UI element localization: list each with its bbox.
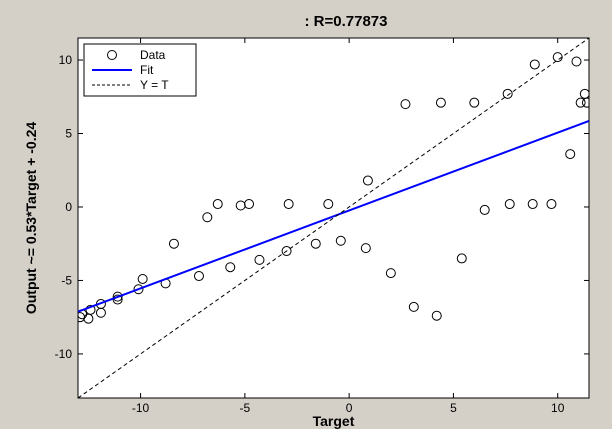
data-point: [193, 271, 204, 282]
y-tick-label: -10: [55, 347, 73, 361]
data-point: [202, 212, 213, 223]
plot-content: [78, 38, 589, 398]
data-point: [479, 204, 490, 215]
data-point: [552, 52, 563, 63]
data-point: [254, 254, 265, 265]
data-point: [400, 99, 411, 110]
x-axis-label: Target: [313, 413, 355, 429]
data-point: [565, 149, 576, 160]
data-point: [112, 291, 123, 302]
data-point: [335, 235, 346, 246]
chart-title: : R=0.77873: [305, 13, 388, 30]
data-point: [527, 199, 538, 210]
data-point: [281, 246, 292, 257]
legend-label: Y = T: [140, 78, 169, 92]
data-point: [408, 301, 419, 312]
data-point: [571, 56, 582, 67]
data-point: [575, 97, 586, 108]
x-tick-label: 0: [346, 401, 353, 415]
axis-ticks: -10 -5 0 5 10 -10 -5 0 5 10: [55, 38, 589, 415]
data-point: [225, 262, 236, 273]
data-point: [133, 284, 144, 295]
x-tick-label: 5: [450, 401, 457, 415]
data-point: [85, 304, 96, 315]
data-point: [546, 199, 557, 210]
data-point: [360, 243, 371, 254]
y-tick-label: -5: [61, 273, 72, 287]
y-tick-label: 0: [65, 200, 72, 214]
data-point: [469, 97, 480, 108]
fit-line: [78, 120, 589, 313]
x-tick-label: -5: [240, 401, 251, 415]
y-tick-label: 5: [65, 127, 72, 141]
x-tick-label: 10: [551, 401, 565, 415]
data-point: [362, 175, 373, 186]
data-point: [581, 97, 589, 108]
data-point: [244, 199, 255, 210]
data-point: [385, 268, 396, 279]
y-axis-label: Output ~= 0.53*Target + -0.24: [23, 122, 39, 315]
data-point: [431, 310, 442, 321]
data-point: [168, 238, 179, 249]
x-tick-label: -10: [132, 401, 150, 415]
data-point: [323, 199, 334, 210]
legend-marker-data: [107, 50, 117, 60]
legend-label: Fit: [140, 63, 154, 77]
data-point: [137, 273, 148, 284]
identity-line: [78, 38, 589, 398]
y-tick-label: 10: [59, 53, 73, 67]
legend-label: Data: [140, 48, 166, 62]
data-point: [456, 253, 467, 264]
data-point: [212, 199, 223, 210]
data-point: [310, 238, 321, 249]
data-point: [502, 88, 513, 99]
data-point: [529, 59, 540, 70]
data-point: [435, 97, 446, 108]
data-point: [504, 199, 515, 210]
data-point: [283, 199, 294, 210]
